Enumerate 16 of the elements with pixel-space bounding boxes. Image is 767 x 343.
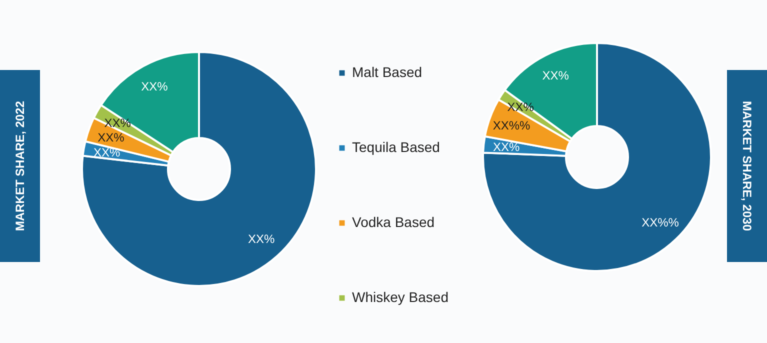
text: MARKET SHARE, 2030	[740, 100, 754, 232]
data-label: XX%%	[492, 118, 530, 132]
data-label: XX%	[94, 146, 121, 160]
data-label: XX%%	[642, 216, 680, 230]
data-label: XX%	[248, 232, 276, 246]
text: MARKET SHARE, 2022	[13, 100, 27, 232]
legend-label: Vodka Based	[352, 214, 435, 230]
data-label: XX%	[542, 68, 570, 83]
legend-label: Tequila Based	[352, 139, 440, 155]
data-label: XX%	[98, 130, 125, 144]
donut-slice	[482, 42, 712, 272]
donut-slice	[81, 51, 317, 287]
data-label: XX%	[141, 80, 168, 94]
legend-label: Whiskey Based	[352, 289, 448, 305]
data-label: XX%	[493, 140, 520, 154]
legend-label: Malt Based	[352, 64, 422, 80]
